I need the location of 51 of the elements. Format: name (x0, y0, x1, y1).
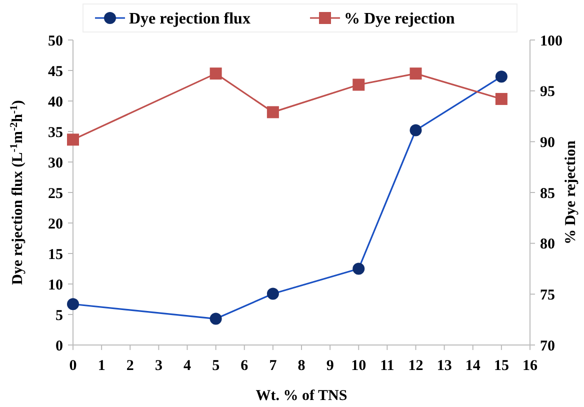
x-tick-label: 16 (522, 358, 538, 374)
point (266, 106, 279, 118)
x-tick-label: 14 (465, 358, 481, 374)
legend-label: % Dye rejection (344, 10, 455, 28)
x-tick-label: 9 (326, 358, 334, 374)
y2-tick-label: 90 (540, 134, 555, 151)
x-tick-label: 8 (298, 358, 306, 374)
y2-tick-label: 75 (540, 287, 555, 304)
x-tick-label: 7 (269, 358, 278, 374)
y-tick-label: 20 (48, 216, 63, 232)
y-tick-label: 5 (56, 308, 63, 324)
y2-tick-label: 100 (540, 33, 562, 50)
y-tick-label: 40 (48, 94, 63, 110)
y-tick-label: 45 (48, 64, 63, 80)
point (410, 124, 422, 136)
point (67, 298, 79, 310)
y-tick-label: 25 (48, 186, 63, 202)
x-tick-label: 5 (212, 358, 220, 374)
point (410, 68, 422, 80)
y2-tick-label: 95 (540, 84, 555, 100)
x-tick-label: 11 (380, 358, 394, 374)
y-tick-label: 0 (56, 338, 63, 354)
point (210, 312, 222, 325)
y-tick-label: 15 (48, 246, 63, 263)
point (495, 92, 508, 105)
x-tick-label: 10 (351, 358, 366, 374)
x-tick-label: 4 (184, 358, 192, 374)
y-tick-label: 35 (48, 124, 63, 141)
y2-tick-label: 80 (540, 236, 555, 253)
y2-tick-label: 70 (540, 338, 555, 354)
y2-tick-label: 85 (540, 186, 555, 202)
y-tick-label: 10 (48, 277, 63, 294)
x-tick-label: 12 (408, 358, 424, 374)
x-tick-label: 3 (154, 358, 162, 374)
x-tick-label: 15 (494, 358, 509, 374)
point (266, 288, 279, 300)
x-tick-label: 1 (98, 358, 106, 374)
x-tick-label: 6 (240, 358, 249, 374)
x-tick-label: 0 (69, 358, 77, 374)
point (210, 68, 222, 80)
y-tick-label: 30 (48, 155, 63, 172)
x-tick-label: 2 (126, 358, 134, 374)
x-tick-label: 13 (436, 358, 452, 374)
point (352, 78, 365, 91)
point (495, 70, 508, 83)
point (352, 262, 365, 275)
y-tick-label: 50 (48, 33, 63, 50)
point (67, 134, 79, 146)
y2-axis-title: % Dye rejection (563, 140, 579, 244)
x-axis-title: Wt. % of TNS (256, 388, 348, 404)
legend-label: Dye rejection flux (129, 10, 250, 28)
